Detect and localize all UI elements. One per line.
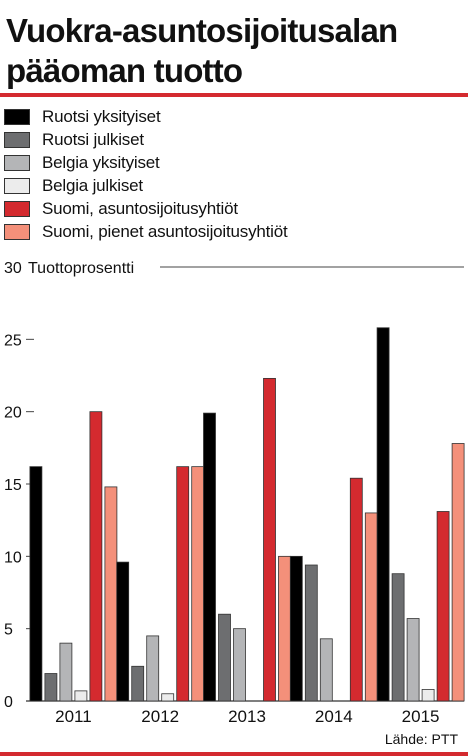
bar bbox=[376, 327, 390, 702]
bar bbox=[104, 486, 118, 702]
bar bbox=[349, 477, 363, 702]
bar bbox=[176, 466, 190, 702]
legend-label: Suomi, asuntosijoitusyhtiöt bbox=[42, 199, 238, 218]
legend-swatch bbox=[4, 109, 30, 125]
y-tick-label: 30 bbox=[4, 260, 22, 277]
legend-label: Belgia yksityiset bbox=[42, 153, 160, 172]
bar bbox=[451, 443, 465, 702]
bar bbox=[89, 411, 103, 702]
legend-swatch bbox=[4, 155, 30, 171]
bar bbox=[263, 377, 276, 702]
y-tick-label: 10 bbox=[4, 549, 22, 566]
bar bbox=[436, 511, 450, 702]
y-axis-title: Tuottoprosentti bbox=[28, 260, 134, 277]
bar bbox=[29, 466, 43, 702]
x-tick-label: 2015 bbox=[402, 707, 440, 726]
bar bbox=[218, 613, 231, 702]
y-tick-label: 5 bbox=[4, 622, 13, 639]
bar bbox=[233, 628, 246, 702]
bar bbox=[59, 642, 73, 702]
legend-item: Belgia yksityiset bbox=[4, 152, 464, 174]
bar bbox=[421, 689, 435, 702]
chart-title-line-1: Vuokra-asuntosijoitusalan bbox=[6, 12, 398, 49]
legend-item: Suomi, asuntosijoitusyhtiöt bbox=[4, 198, 464, 220]
y-tick-label: 20 bbox=[4, 405, 22, 422]
legend-item: Ruotsi yksityiset bbox=[4, 106, 464, 128]
bar bbox=[191, 466, 205, 702]
bar bbox=[44, 673, 58, 702]
bar bbox=[131, 665, 145, 702]
bar bbox=[278, 555, 291, 702]
legend-item: Ruotsi julkiset bbox=[4, 129, 464, 151]
bar bbox=[289, 555, 303, 702]
source-note: Lähde: PTT bbox=[384, 731, 458, 747]
bar bbox=[116, 561, 130, 702]
bar bbox=[304, 564, 318, 702]
legend-swatch bbox=[4, 178, 30, 194]
legend-swatch bbox=[4, 201, 30, 217]
legend-label: Suomi, pienet asuntosijoitusyhtiöt bbox=[42, 222, 288, 241]
y-tick-label: 0 bbox=[4, 694, 13, 711]
legend-item: Suomi, pienet asuntosijoitusyhtiöt bbox=[4, 221, 464, 243]
x-tick-label: 2012 bbox=[141, 707, 179, 726]
bar bbox=[391, 573, 405, 702]
legend-swatch bbox=[4, 224, 30, 240]
chart-title-line-2: pääoman tuotto bbox=[6, 52, 243, 89]
legend-label: Belgia julkiset bbox=[42, 176, 143, 195]
legend-item: Belgia julkiset bbox=[4, 175, 464, 197]
legend-label: Ruotsi julkiset bbox=[42, 130, 144, 149]
bar bbox=[74, 690, 88, 702]
x-tick-label: 2013 bbox=[228, 707, 266, 726]
bottom-rule bbox=[0, 752, 468, 756]
x-tick-label: 2014 bbox=[315, 707, 353, 726]
legend-label: Ruotsi yksityiset bbox=[42, 107, 161, 126]
bar bbox=[146, 635, 160, 702]
bar bbox=[319, 638, 333, 702]
y-tick-label: 25 bbox=[4, 332, 22, 349]
x-tick-label: 2011 bbox=[55, 707, 92, 726]
bar bbox=[161, 693, 175, 702]
bar bbox=[406, 618, 420, 702]
bar bbox=[203, 412, 216, 702]
title-divider bbox=[0, 93, 468, 97]
y-tick-label: 15 bbox=[4, 477, 22, 494]
bar bbox=[364, 512, 378, 702]
legend-swatch bbox=[4, 132, 30, 148]
